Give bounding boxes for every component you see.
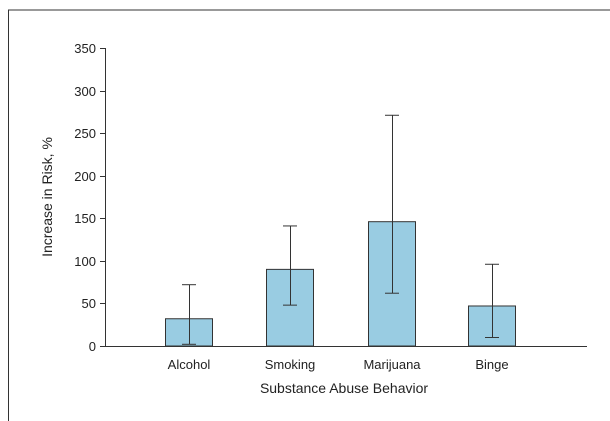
y-tick-label: 50	[82, 296, 96, 311]
y-tick-label: 100	[74, 254, 96, 269]
error-bar-marijuana	[385, 114, 399, 294]
y-tick-label: 0	[89, 339, 96, 354]
bars	[165, 221, 516, 347]
y-tick-label: 300	[74, 84, 96, 99]
x-tick-label-binge: Binge	[475, 357, 508, 372]
figure-border	[8, 9, 610, 421]
y-tick-label: 150	[74, 211, 96, 226]
y-tick-label: 350	[74, 41, 96, 56]
x-tick-labels: Alcohol Smoking Marijuana Binge	[168, 357, 509, 372]
y-tick-labels: 0 50 100 150 200 250 300 350	[74, 41, 96, 354]
error-bar-smoking	[283, 225, 297, 306]
x-axis-title: Substance Abuse Behavior	[260, 380, 428, 396]
error-bars	[182, 114, 499, 345]
y-tick-label: 200	[74, 169, 96, 184]
x-tick-label-alcohol: Alcohol	[168, 357, 211, 372]
y-tick-label: 250	[74, 126, 96, 141]
x-tick-label-smoking: Smoking	[265, 357, 316, 372]
x-tick-label-marijuana: Marijuana	[363, 357, 421, 372]
error-bar-alcohol	[182, 284, 196, 345]
error-bar-binge	[485, 263, 499, 338]
axes	[100, 48, 587, 347]
y-axis-title: Increase in Risk, %	[39, 137, 55, 257]
